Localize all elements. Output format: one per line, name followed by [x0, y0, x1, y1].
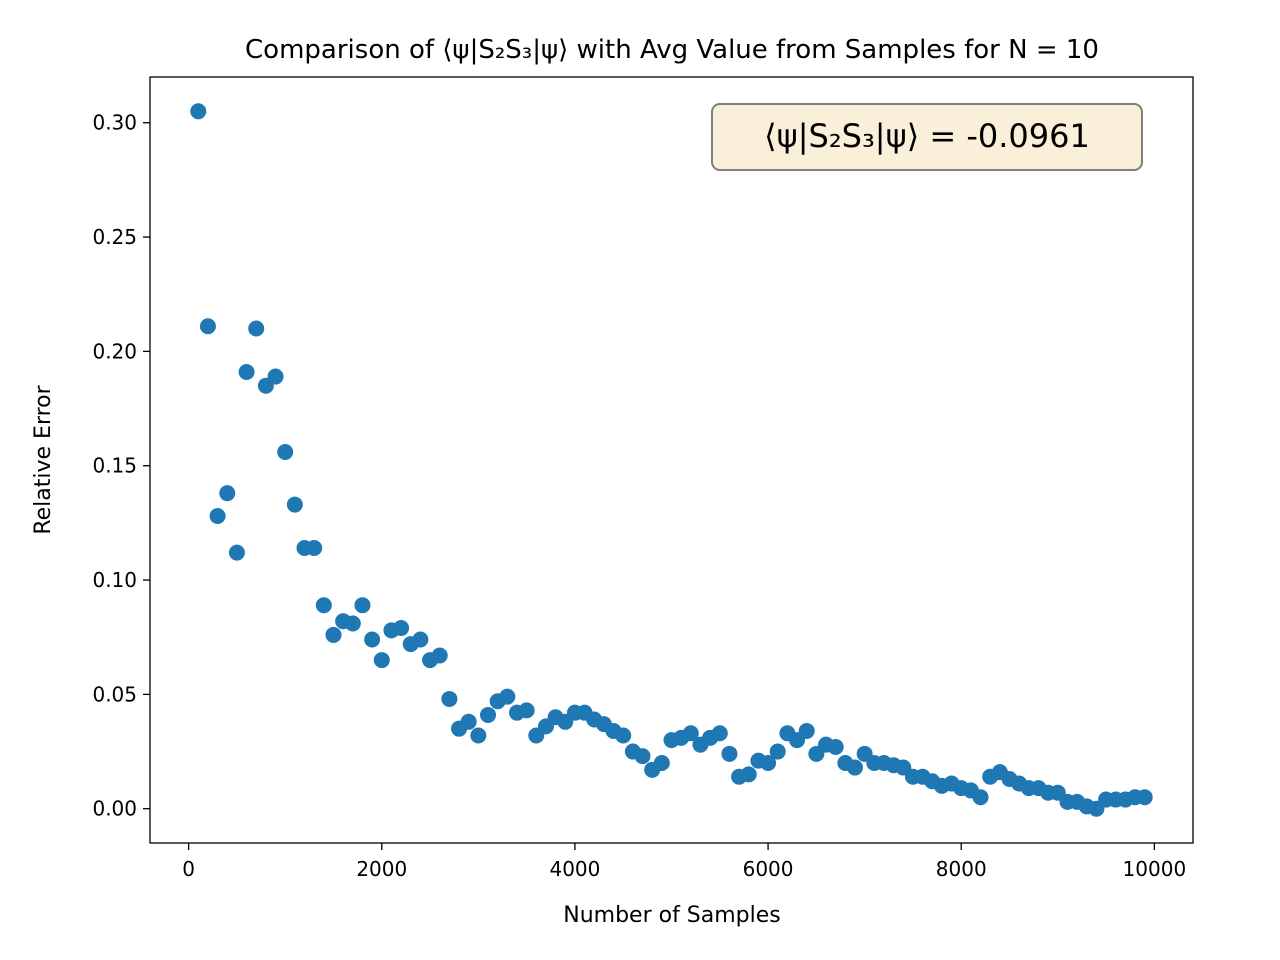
data-point — [238, 363, 255, 380]
x-tick-label: 8000 — [936, 857, 987, 881]
x-axis-label: Number of Samples — [563, 903, 781, 928]
data-point — [634, 748, 651, 765]
y-tick-label: 0.15 — [92, 454, 137, 478]
data-point — [518, 702, 535, 719]
x-axis-ticks: 0 2000 4000 6000 8000 10000 — [182, 843, 1186, 881]
annotation-box-background — [711, 103, 1143, 171]
data-point — [441, 690, 458, 707]
x-tick-label: 2000 — [356, 857, 407, 881]
data-point — [286, 496, 303, 513]
data-point — [470, 727, 487, 744]
y-tick-label: 0.05 — [92, 682, 137, 706]
data-point — [267, 368, 284, 385]
data-point — [615, 727, 632, 744]
x-tick-label: 0 — [182, 857, 195, 881]
data-point — [354, 597, 371, 614]
data-point — [412, 631, 429, 648]
data-point — [740, 766, 757, 783]
y-tick-label: 0.30 — [92, 111, 137, 135]
data-point — [315, 597, 332, 614]
data-point — [277, 444, 294, 460]
y-axis-ticks: 0.00 0.05 0.10 0.15 0.20 0.25 0.30 — [92, 111, 150, 821]
data-point — [219, 485, 236, 502]
data-point — [972, 789, 989, 806]
x-tick-label: 10000 — [1123, 857, 1187, 881]
data-point — [846, 759, 863, 776]
data-point — [721, 745, 738, 762]
data-point — [798, 722, 815, 739]
data-point — [769, 743, 786, 760]
data-point — [827, 738, 844, 755]
data-point — [460, 713, 477, 730]
annotation-box: ⟨ψ|S₂S₃|ψ⟩ = -0.0961 — [711, 103, 1143, 171]
data-point — [393, 620, 410, 637]
y-tick-label: 0.00 — [92, 797, 137, 821]
data-point — [499, 688, 516, 705]
data-points — [190, 103, 1153, 817]
data-point — [480, 706, 497, 723]
y-tick-label: 0.20 — [92, 339, 137, 363]
data-point — [209, 508, 226, 525]
data-point — [306, 540, 323, 557]
chart-title: Comparison of ⟨ψ|S₂S₃|ψ⟩ with Avg Value … — [245, 35, 1099, 65]
y-axis-label: Relative Error — [31, 384, 56, 534]
x-tick-label: 6000 — [743, 857, 794, 881]
data-point — [248, 320, 265, 337]
plot-area-frame — [149, 76, 1194, 844]
annotation-text: ⟨ψ|S₂S₃|ψ⟩ = -0.0961 — [764, 117, 1090, 155]
data-point — [228, 544, 245, 561]
data-point — [711, 725, 728, 742]
data-point — [325, 626, 342, 643]
data-point — [1136, 789, 1153, 806]
data-point — [190, 103, 207, 120]
data-point — [653, 754, 670, 771]
data-point — [364, 631, 381, 648]
data-point — [199, 318, 216, 335]
y-tick-label: 0.25 — [92, 225, 137, 249]
data-point — [373, 652, 390, 669]
y-tick-label: 0.10 — [92, 568, 137, 592]
data-point — [344, 615, 361, 632]
x-tick-label: 4000 — [549, 857, 600, 881]
data-point — [682, 725, 699, 742]
data-point — [431, 647, 448, 664]
data-point — [760, 754, 777, 771]
